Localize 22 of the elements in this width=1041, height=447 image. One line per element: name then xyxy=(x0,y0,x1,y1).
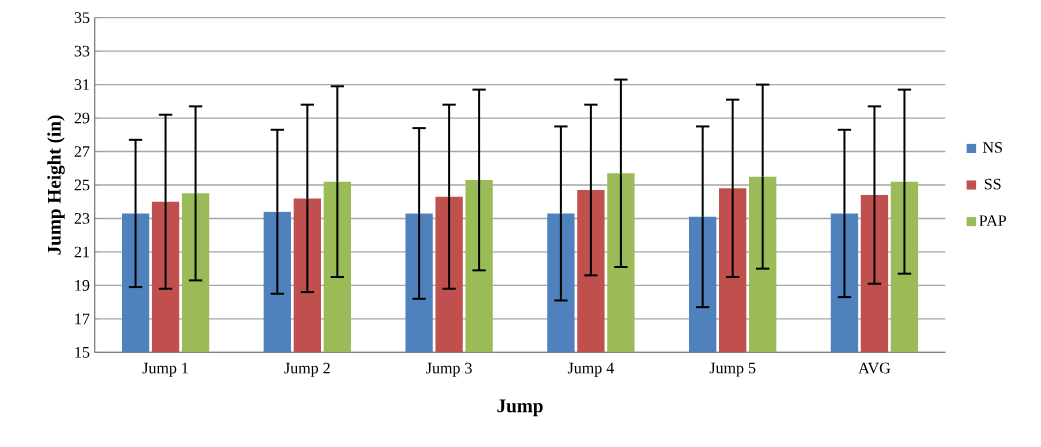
legend-label: SS xyxy=(984,178,1001,190)
y-tick-label: 25 xyxy=(74,179,90,191)
y-tick-label: 33 xyxy=(74,45,90,57)
x-tick-label: Jump 5 xyxy=(709,362,756,377)
x-tick-label: Jump 2 xyxy=(284,362,330,377)
y-tick-label: 31 xyxy=(74,79,90,90)
y-tick-label: 17 xyxy=(75,313,90,325)
x-tick-label: Jump 3 xyxy=(426,362,472,377)
x-tick-label: AVG xyxy=(858,362,891,374)
y-tick-label: 19 xyxy=(75,280,90,291)
y-tick-label: 29 xyxy=(74,112,90,124)
x-axis-title: Jump xyxy=(497,399,543,417)
y-tick-label: 35 xyxy=(74,12,90,24)
legend-label: NS xyxy=(982,142,1002,153)
x-tick-label: Jump 4 xyxy=(567,362,614,377)
y-tick-label: 23 xyxy=(74,213,90,224)
y-tick-label: 21 xyxy=(74,246,90,258)
y-tick-label: 27 xyxy=(74,146,90,157)
legend-label: PAP xyxy=(979,215,1007,226)
y-tick-label: 15 xyxy=(75,346,90,358)
x-tick-label: Jump 1 xyxy=(142,362,188,377)
y-axis-title: Jump Height (in) xyxy=(47,115,65,255)
